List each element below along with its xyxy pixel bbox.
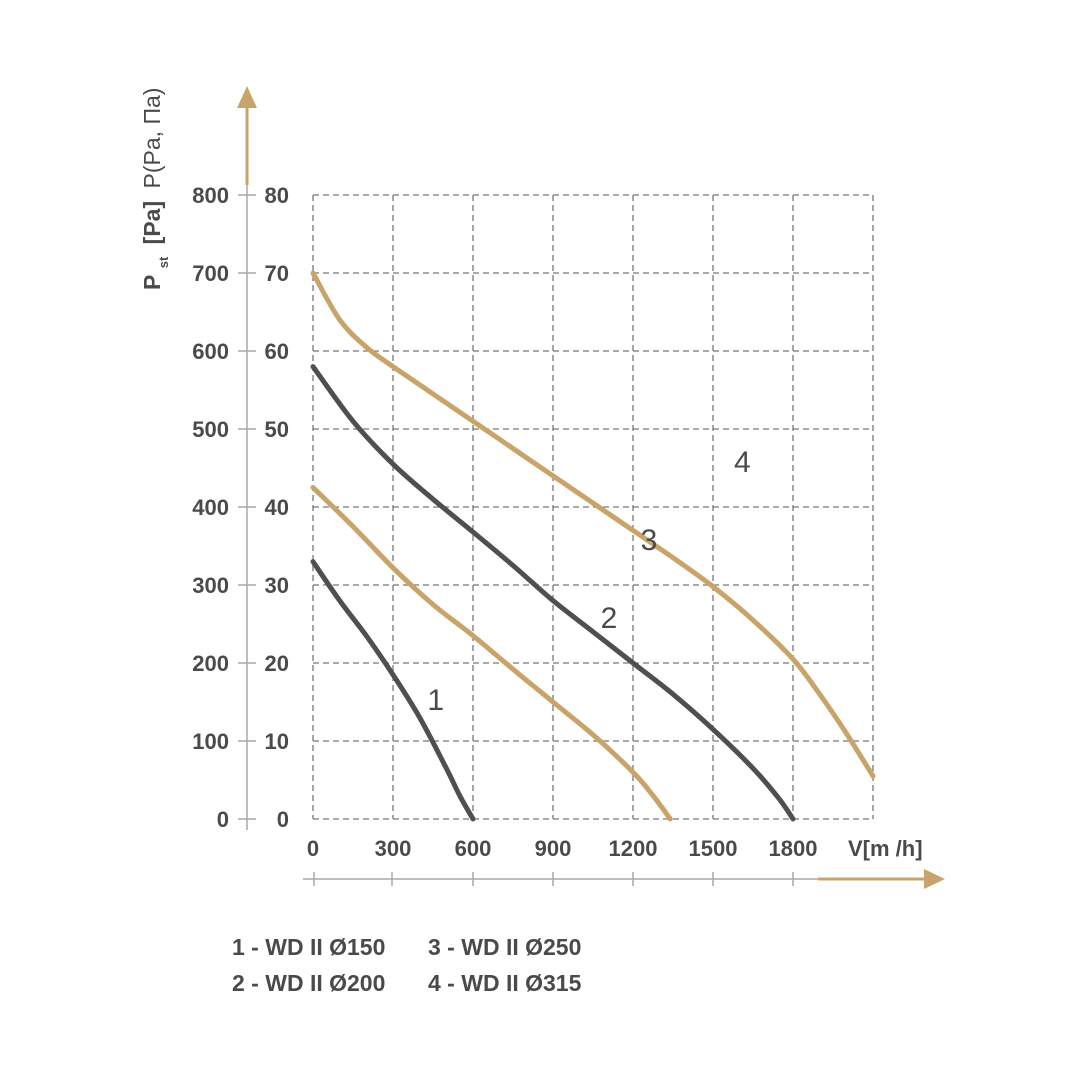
- series-label-3: 3: [641, 524, 658, 557]
- x-axis: [303, 869, 945, 889]
- y-axis-title-alt: P(Pa, Па): [139, 88, 165, 189]
- series-label-2: 2: [601, 602, 618, 635]
- x-tick-label: 900: [535, 836, 572, 861]
- y-tick-label-pa: 100: [192, 729, 229, 754]
- series-labels: 1 2 3 4: [427, 446, 750, 717]
- x-tick-label: 1500: [689, 836, 738, 861]
- y-tick-label-alt: 70: [265, 261, 289, 286]
- legend-item-4: 4 - WD II Ø315: [428, 970, 582, 996]
- legend-item-1: 1 - WD II Ø150: [232, 934, 385, 960]
- y-tick-label-pa: 500: [192, 417, 229, 442]
- y-tick-label-pa: 0: [217, 807, 229, 832]
- y-axis-arrow: [237, 86, 257, 185]
- y-axis-title-sub: st: [156, 256, 171, 268]
- series-label-1: 1: [427, 684, 444, 717]
- y-tick-label-pa: 800: [192, 183, 229, 208]
- y-tick-label-alt: 80: [265, 183, 289, 208]
- series-line-4: [310, 270, 876, 779]
- y-tick-label-alt: 0: [277, 807, 289, 832]
- series-label-4: 4: [734, 446, 751, 479]
- x-tick-labels: 0 300 600 900 1200 1500 1800: [307, 836, 818, 861]
- y-axis-title: P st [Pa] P(Pa, Па): [139, 88, 173, 290]
- y-tick-label-alt: 10: [265, 729, 289, 754]
- svg-text:P st [Pa] P(: P st [Pa] P(Pa, Па): [139, 88, 173, 290]
- x-tick-label: 1200: [609, 836, 658, 861]
- y-tick-label-pa: 300: [192, 573, 229, 598]
- series-line-1: [310, 559, 476, 822]
- y-tick-label-pa: 700: [192, 261, 229, 286]
- series-line-2: [310, 485, 673, 822]
- x-tick-label: 0: [307, 836, 319, 861]
- x-axis-arrow: [924, 869, 945, 889]
- x-tick-label: 300: [375, 836, 412, 861]
- legend: 1 - WD II Ø150 2 - WD II Ø200 3 - WD II …: [232, 934, 582, 996]
- y-axis-title-unit: [Pa]: [139, 201, 165, 244]
- y-axis-title-main: P: [139, 275, 165, 290]
- y-tick-labels: 0 0 100 10 200 20 300 30 400 40 500 50 600 60 700 70 800…: [192, 183, 289, 832]
- y-tick-label-alt: 50: [265, 417, 289, 442]
- y-tick-label-alt: 60: [265, 339, 289, 364]
- y-axis: [238, 185, 256, 830]
- y-tick-label-pa: 400: [192, 495, 229, 520]
- y-tick-label-alt: 30: [265, 573, 289, 598]
- legend-item-3: 3 - WD II Ø250: [428, 934, 581, 960]
- x-axis-title: V[m /h]: [848, 836, 923, 861]
- x-tick-label: 600: [455, 836, 492, 861]
- grid: [312, 194, 874, 820]
- x-tick-label: 1800: [769, 836, 818, 861]
- series-lines: [310, 270, 876, 822]
- y-tick-label-alt: 20: [265, 651, 289, 676]
- y-tick-label-alt: 40: [265, 495, 289, 520]
- y-tick-label-pa: 600: [192, 339, 229, 364]
- legend-item-2: 2 - WD II Ø200: [232, 970, 385, 996]
- y-tick-label-pa: 200: [192, 651, 229, 676]
- series-line-3: [310, 364, 796, 822]
